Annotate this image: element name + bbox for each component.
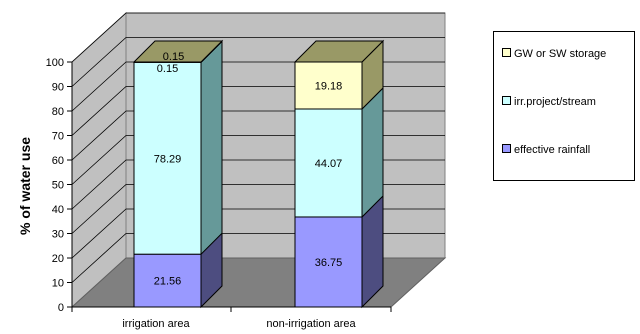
legend-item: GW or SW storage xyxy=(502,48,606,60)
legend-item: irr.project/stream xyxy=(502,96,596,108)
legend-label: GW or SW storage xyxy=(514,48,607,60)
y-tick-label: 60 xyxy=(52,155,64,167)
data-label: 19.18 xyxy=(315,80,343,92)
y-axis-label: % of water use xyxy=(17,137,33,235)
bar-stack-0: 21.56 78.29 0.150.15 xyxy=(132,39,224,309)
data-label: 78.29 xyxy=(154,153,182,165)
bar-segment-side xyxy=(361,86,384,219)
y-tick-label: 40 xyxy=(52,204,64,216)
x-tick-label: irrigation area xyxy=(122,318,190,330)
bar-segment xyxy=(133,61,202,255)
y-tick-label: 20 xyxy=(52,253,64,265)
data-label: 44.07 xyxy=(315,158,343,170)
gridline xyxy=(71,12,445,63)
data-label: 36.75 xyxy=(315,257,343,269)
y-tick-label: 70 xyxy=(52,131,64,143)
y-tick-label: 50 xyxy=(52,180,64,192)
data-label: 21.56 xyxy=(154,276,182,288)
data-label: 0.15 xyxy=(157,63,178,75)
legend-item: effective rainfall xyxy=(502,144,590,156)
legend-label: irr.project/stream xyxy=(514,96,596,108)
legend-swatch xyxy=(502,96,511,105)
floor xyxy=(70,257,447,308)
y-tick-label: 10 xyxy=(52,278,64,290)
y-tick-label: 90 xyxy=(52,82,64,94)
legend-label: effective rainfall xyxy=(514,144,591,156)
bar-segment xyxy=(294,216,363,308)
bar-stack-1: 36.75 44.07 19.18 xyxy=(293,39,385,309)
legend: GW or SW storage irr.project/stream effect… xyxy=(493,31,635,181)
y-tick-label: 80 xyxy=(52,106,64,118)
x-axis: irrigation area non-irrigation area xyxy=(71,306,392,330)
y-axis: 0 10 20 30 40 50 60 70 80 90 100 xyxy=(46,57,73,314)
legend-swatch xyxy=(502,144,511,153)
y-tick-label: 100 xyxy=(46,57,64,69)
x-tick-label: non-irrigation area xyxy=(266,318,356,330)
y-tick-label: 30 xyxy=(52,229,64,241)
bar-segment xyxy=(294,108,363,218)
bar-top-face xyxy=(293,40,385,63)
gridline xyxy=(71,37,445,87)
y-tick-label: 0 xyxy=(58,302,64,314)
bars: 21.56 78.29 0.150.15 36.75 44.07 19.18 xyxy=(132,39,385,309)
bar-top-face xyxy=(132,40,224,63)
legend-swatch xyxy=(502,48,511,57)
bar-segment-side xyxy=(200,40,223,256)
data-label: 0.15 xyxy=(163,51,184,63)
